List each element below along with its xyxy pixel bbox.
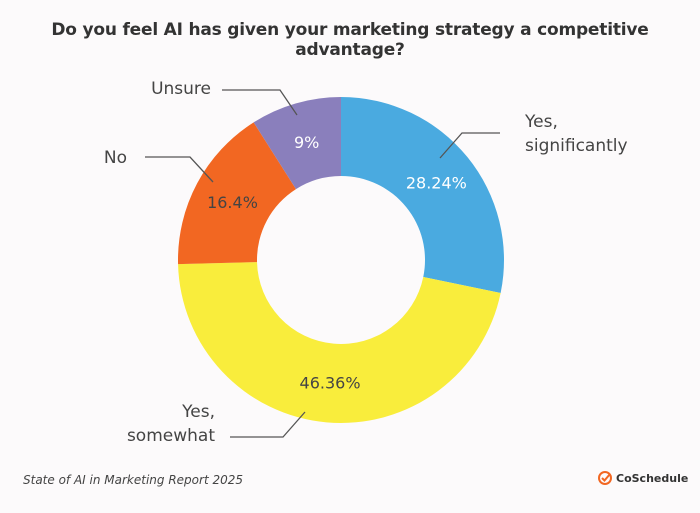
source-note: State of AI in Marketing Report 2025 [23,473,243,487]
slice-value-label: 9% [294,133,319,152]
slice-category-label: Yes, [181,402,215,422]
slice-value-label: 16.4% [207,193,258,212]
brand-name: CoSchedule [616,471,689,485]
slice-value-label: 46.36% [300,374,361,393]
leader-line [145,156,214,183]
brand-logo: CoSchedule [598,471,688,485]
slice-category-label: No [104,148,127,168]
chart-title: Do you feel AI has given your marketing … [51,20,649,60]
slice-0 [341,97,504,293]
slice-3 [253,97,341,190]
slice-2 [178,122,296,265]
slice-category-label: significantly [525,136,628,156]
leader-line [439,132,500,159]
slice-category-label: Yes, [524,112,558,132]
slice-value-label: 28.24% [406,173,467,192]
check-logo-icon [598,471,612,485]
leader-line [230,411,306,438]
slice-1 [178,262,501,424]
slice-category-label: Unsure [151,79,211,99]
leader-line [222,89,298,116]
slice-category-label: somewhat [127,426,215,446]
